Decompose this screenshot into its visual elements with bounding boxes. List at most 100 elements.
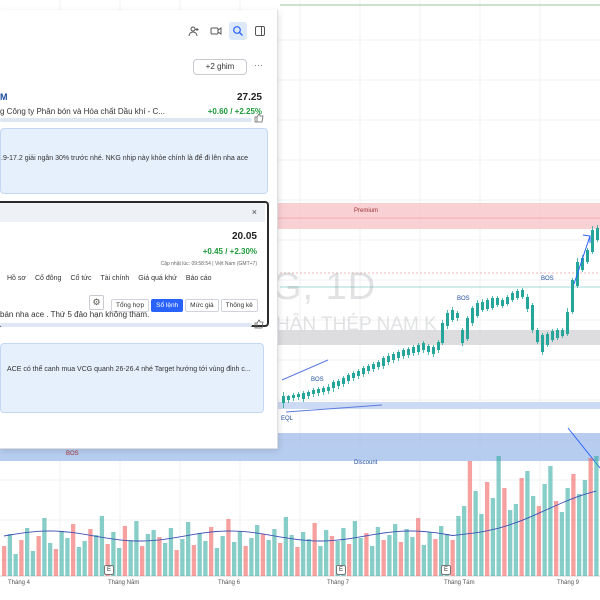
tab-financials[interactable]: Tài chính: [100, 275, 130, 282]
watchlist-item[interactable]: M 27.25 g Công ty Phân bón và Hóa chất D…: [0, 82, 262, 122]
volume-bar: [226, 519, 231, 576]
candle-body: [586, 250, 589, 262]
candle-body: [302, 393, 305, 399]
message-bubble: .9-17.2 giải ngân 30% trước nhé. NKG nhị…: [0, 128, 268, 194]
volume-bar: [565, 488, 570, 576]
card-header: ×: [0, 203, 265, 222]
volume-bar: [416, 518, 421, 576]
more-options-button[interactable]: ···: [254, 60, 263, 70]
candle-body: [402, 350, 405, 356]
earnings-badge[interactable]: E: [104, 565, 114, 575]
volume-bar: [519, 478, 524, 576]
volume-bar: [260, 534, 266, 576]
subtab-order-book[interactable]: Sổ lệnh: [151, 299, 184, 312]
volume-bar: [186, 522, 191, 576]
volume-bar: [404, 529, 409, 576]
candle-body: [327, 387, 330, 391]
demand-zone: [278, 402, 600, 409]
candle-body: [332, 382, 335, 388]
discount-band: [0, 448, 600, 460]
volume-bar: [48, 543, 53, 576]
stock-price: 27.25: [236, 92, 262, 103]
message-bubble: ACE có thể canh mua VCG quanh 26-26.4 nh…: [0, 343, 264, 413]
arrow-line: [573, 235, 591, 285]
premium-zone-label: Premium: [354, 208, 379, 214]
stock-detail-card: × 20.05 +0.45 / +2.30% Cập nhật lúc: 09:…: [0, 201, 269, 327]
tab-profile[interactable]: Hồ sơ: [7, 275, 26, 282]
volume-bar: [214, 548, 220, 576]
tab-shareholders[interactable]: Cổ đông: [34, 275, 62, 282]
candle-body: [581, 258, 584, 270]
candle-body: [506, 297, 509, 304]
card-tabs: Hồ sơ Cổ đông Cổ tức Tài chính Giá quá k…: [7, 275, 212, 282]
scroll-track[interactable]: [0, 118, 252, 122]
people-icon[interactable]: [185, 22, 203, 40]
volume-bar: [479, 514, 484, 576]
volume-bar: [174, 550, 179, 576]
bos-label: BOS: [541, 276, 554, 282]
stock-price: 20.05: [231, 231, 257, 242]
candle-body: [526, 297, 529, 309]
volume-bar: [278, 543, 283, 576]
sidebar-icon[interactable]: [251, 22, 269, 40]
volume-bar: [577, 494, 582, 576]
volume-bar: [88, 529, 93, 576]
volume-bar: [456, 516, 461, 576]
stock-name: g Công ty Phân bón và Hóa chất Dầu khí -…: [0, 107, 165, 116]
subtab-statistics[interactable]: Thống kê: [220, 299, 258, 312]
candle-body: [347, 375, 350, 381]
pin-button[interactable]: +2 ghim: [193, 59, 247, 75]
candle-body: [377, 362, 380, 367]
volume-bar: [99, 516, 105, 576]
volume-bar: [381, 540, 386, 576]
search-icon[interactable]: [229, 22, 247, 40]
volume-bar: [94, 535, 99, 576]
candle-body: [541, 335, 544, 352]
video-icon[interactable]: [207, 22, 225, 40]
candle-body: [427, 346, 430, 352]
scroll-track[interactable]: [0, 323, 252, 327]
earnings-badge[interactable]: E: [336, 565, 346, 575]
volume-bar: [220, 536, 225, 576]
candle-body: [337, 381, 340, 386]
volume-bar: [559, 512, 565, 576]
volume-ma-line: [3, 490, 597, 542]
candle-body: [317, 389, 320, 393]
like-icon[interactable]: [254, 113, 264, 125]
subtab-summary[interactable]: Tổng hợp: [111, 299, 150, 312]
candle-body: [546, 334, 549, 345]
volume-bar: [283, 517, 289, 576]
candle-body: [516, 291, 519, 298]
earnings-badge[interactable]: E: [441, 565, 451, 575]
x-axis-label: Tháng 9: [557, 580, 580, 586]
volume-bar: [594, 456, 599, 576]
volume-bar: [542, 484, 547, 576]
volume-bar: [249, 538, 254, 576]
updated-timestamp: Cập nhật lúc: 09:58:54 | Việt Nam (GMT+7…: [160, 261, 257, 267]
message-text: bán nha ace . Thứ 5 đảo hạn không tham.: [0, 310, 150, 319]
volume-bar: [128, 540, 133, 576]
volume-bar: [71, 524, 76, 576]
volume-bar: [65, 538, 70, 576]
subtab-price-levels[interactable]: Mức giá: [185, 299, 219, 312]
volume-bar: [243, 546, 248, 576]
volume-bar: [82, 541, 87, 576]
tab-dividends[interactable]: Cổ tức: [70, 275, 92, 282]
gear-icon[interactable]: ⚙: [89, 295, 104, 310]
candle-body: [471, 308, 474, 323]
candle-body: [412, 347, 415, 353]
volume-bar: [151, 530, 156, 576]
tab-price-history[interactable]: Giá quá khứ: [138, 275, 177, 282]
volume-bar: [7, 534, 13, 576]
volume-bar: [53, 549, 59, 576]
tab-reports[interactable]: Báo cáo: [185, 275, 212, 282]
volume-bar: [19, 540, 24, 576]
volume-bar: [335, 541, 340, 576]
message-text: .9-17.2 giải ngân 30% trước nhé. NKG nhị…: [1, 155, 249, 162]
candle-body: [392, 354, 395, 360]
volume-bar: [462, 506, 467, 576]
close-icon[interactable]: ×: [251, 207, 257, 217]
candle-body: [312, 390, 315, 394]
like-icon[interactable]: [254, 319, 264, 331]
trend-line: [281, 359, 329, 381]
